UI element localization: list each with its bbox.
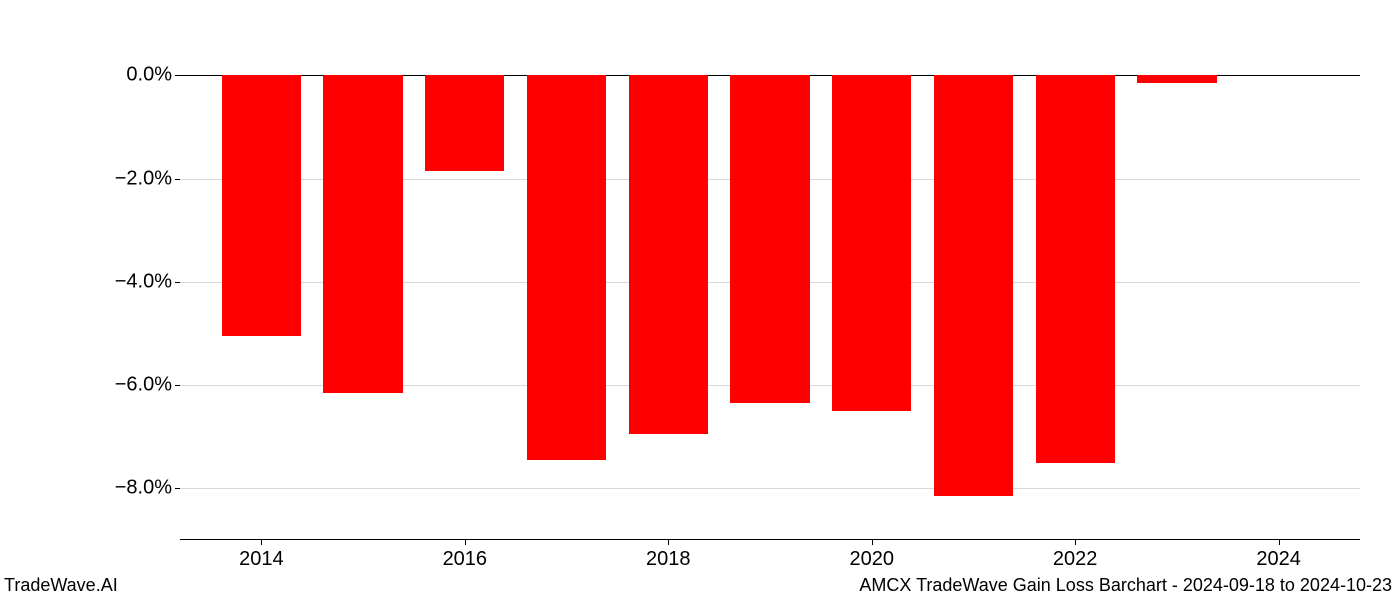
y-tick-label: −4.0% — [115, 270, 172, 293]
footer-right-title: AMCX TradeWave Gain Loss Barchart - 2024… — [859, 575, 1392, 596]
gain-loss-barchart: 0.0% −2.0% −4.0% −6.0% −8.0% 2014 2016 2018 202… — [0, 0, 1400, 600]
bar — [425, 75, 504, 170]
y-tick-label: −8.0% — [115, 477, 172, 500]
bar — [1137, 75, 1216, 83]
y-tick-mark — [175, 179, 180, 180]
x-tick-label: 2016 — [443, 548, 488, 571]
y-tick-mark — [175, 385, 180, 386]
x-tick-mark — [465, 540, 466, 545]
bar — [934, 75, 1013, 496]
y-tick-mark — [175, 75, 180, 76]
x-tick-label: 2018 — [646, 548, 691, 571]
bar — [1036, 75, 1115, 462]
bar — [323, 75, 402, 392]
x-tick-mark — [872, 540, 873, 545]
footer-left-brand: TradeWave.AI — [4, 575, 118, 596]
x-tick-label: 2024 — [1256, 548, 1301, 571]
x-tick-mark — [261, 540, 262, 545]
bar — [629, 75, 708, 434]
plot-area — [180, 60, 1360, 540]
x-tick-mark — [668, 540, 669, 545]
x-tick-label: 2020 — [849, 548, 894, 571]
x-tick-label: 2014 — [239, 548, 284, 571]
y-tick-label: −6.0% — [115, 374, 172, 397]
bar — [730, 75, 809, 403]
y-tick-label: 0.0% — [126, 64, 172, 87]
y-tick-mark — [175, 488, 180, 489]
bar — [832, 75, 911, 410]
y-tick-mark — [175, 282, 180, 283]
bar — [527, 75, 606, 460]
x-tick-mark — [1279, 540, 1280, 545]
x-tick-label: 2022 — [1053, 548, 1098, 571]
y-tick-label: −2.0% — [115, 167, 172, 190]
y-gridline — [180, 488, 1360, 489]
x-tick-mark — [1075, 540, 1076, 545]
bar — [222, 75, 301, 336]
